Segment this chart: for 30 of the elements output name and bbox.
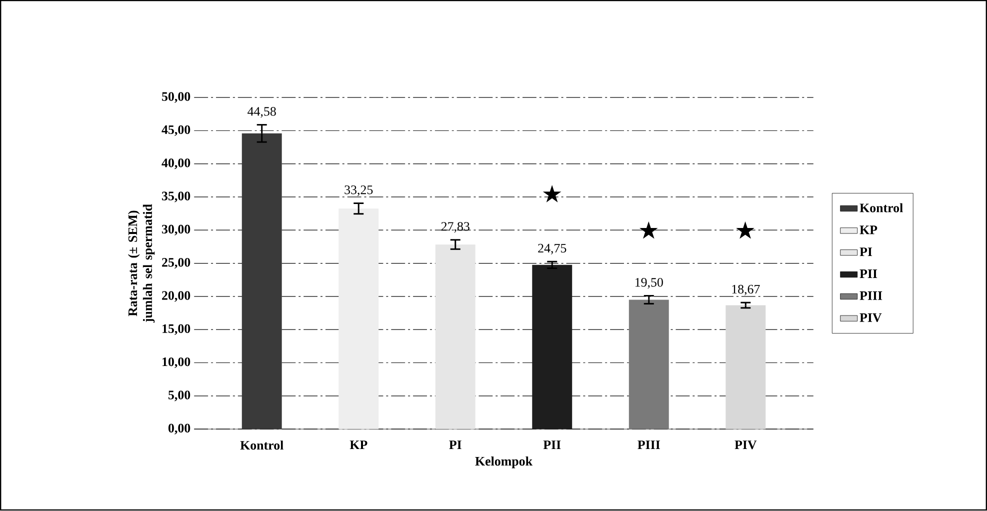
legend-label: Kontrol <box>860 203 903 213</box>
legend-label: KP <box>860 226 878 234</box>
y-tick-label: 25,00 <box>162 258 190 269</box>
y-tick-label: 10,00 <box>162 358 190 368</box>
x-tick-label: PIII <box>638 440 660 450</box>
data-label: 19,50 <box>635 278 663 289</box>
y-tick-label: 0,00 <box>168 424 190 435</box>
legend-label: PII <box>860 270 878 278</box>
y-tick-label: 35,00 <box>162 192 190 202</box>
x-tick-label: Kontrol <box>240 440 284 450</box>
data-label: 44,58 <box>248 107 276 118</box>
y-axis-title: Rata-rata (± SEM) jumlah sel spermatid <box>128 204 155 323</box>
y-tick-label: 45,00 <box>162 126 190 136</box>
y-tick-label: 20,00 <box>162 291 190 302</box>
y-tick-label: 15,00 <box>162 324 190 336</box>
x-tick-label: PIV <box>734 440 757 450</box>
data-label: 18,67 <box>732 285 760 296</box>
y-tick-label: 5,00 <box>168 390 190 402</box>
y-tick-label: 50,00 <box>162 92 190 103</box>
data-label: 24,75 <box>538 244 566 255</box>
x-axis-title: Kelompok <box>475 456 532 468</box>
data-label: 33,25 <box>344 186 373 196</box>
x-tick-label: PI <box>449 440 462 450</box>
legend-label: PIII <box>860 292 882 300</box>
y-tick-label: 40,00 <box>162 158 190 170</box>
x-tick-label: PII <box>543 440 561 450</box>
x-tick-label: KP <box>350 440 368 450</box>
legend-label: PIV <box>860 314 882 322</box>
legend-label: PI <box>860 248 872 256</box>
y-tick-label: 30,00 <box>162 225 190 236</box>
